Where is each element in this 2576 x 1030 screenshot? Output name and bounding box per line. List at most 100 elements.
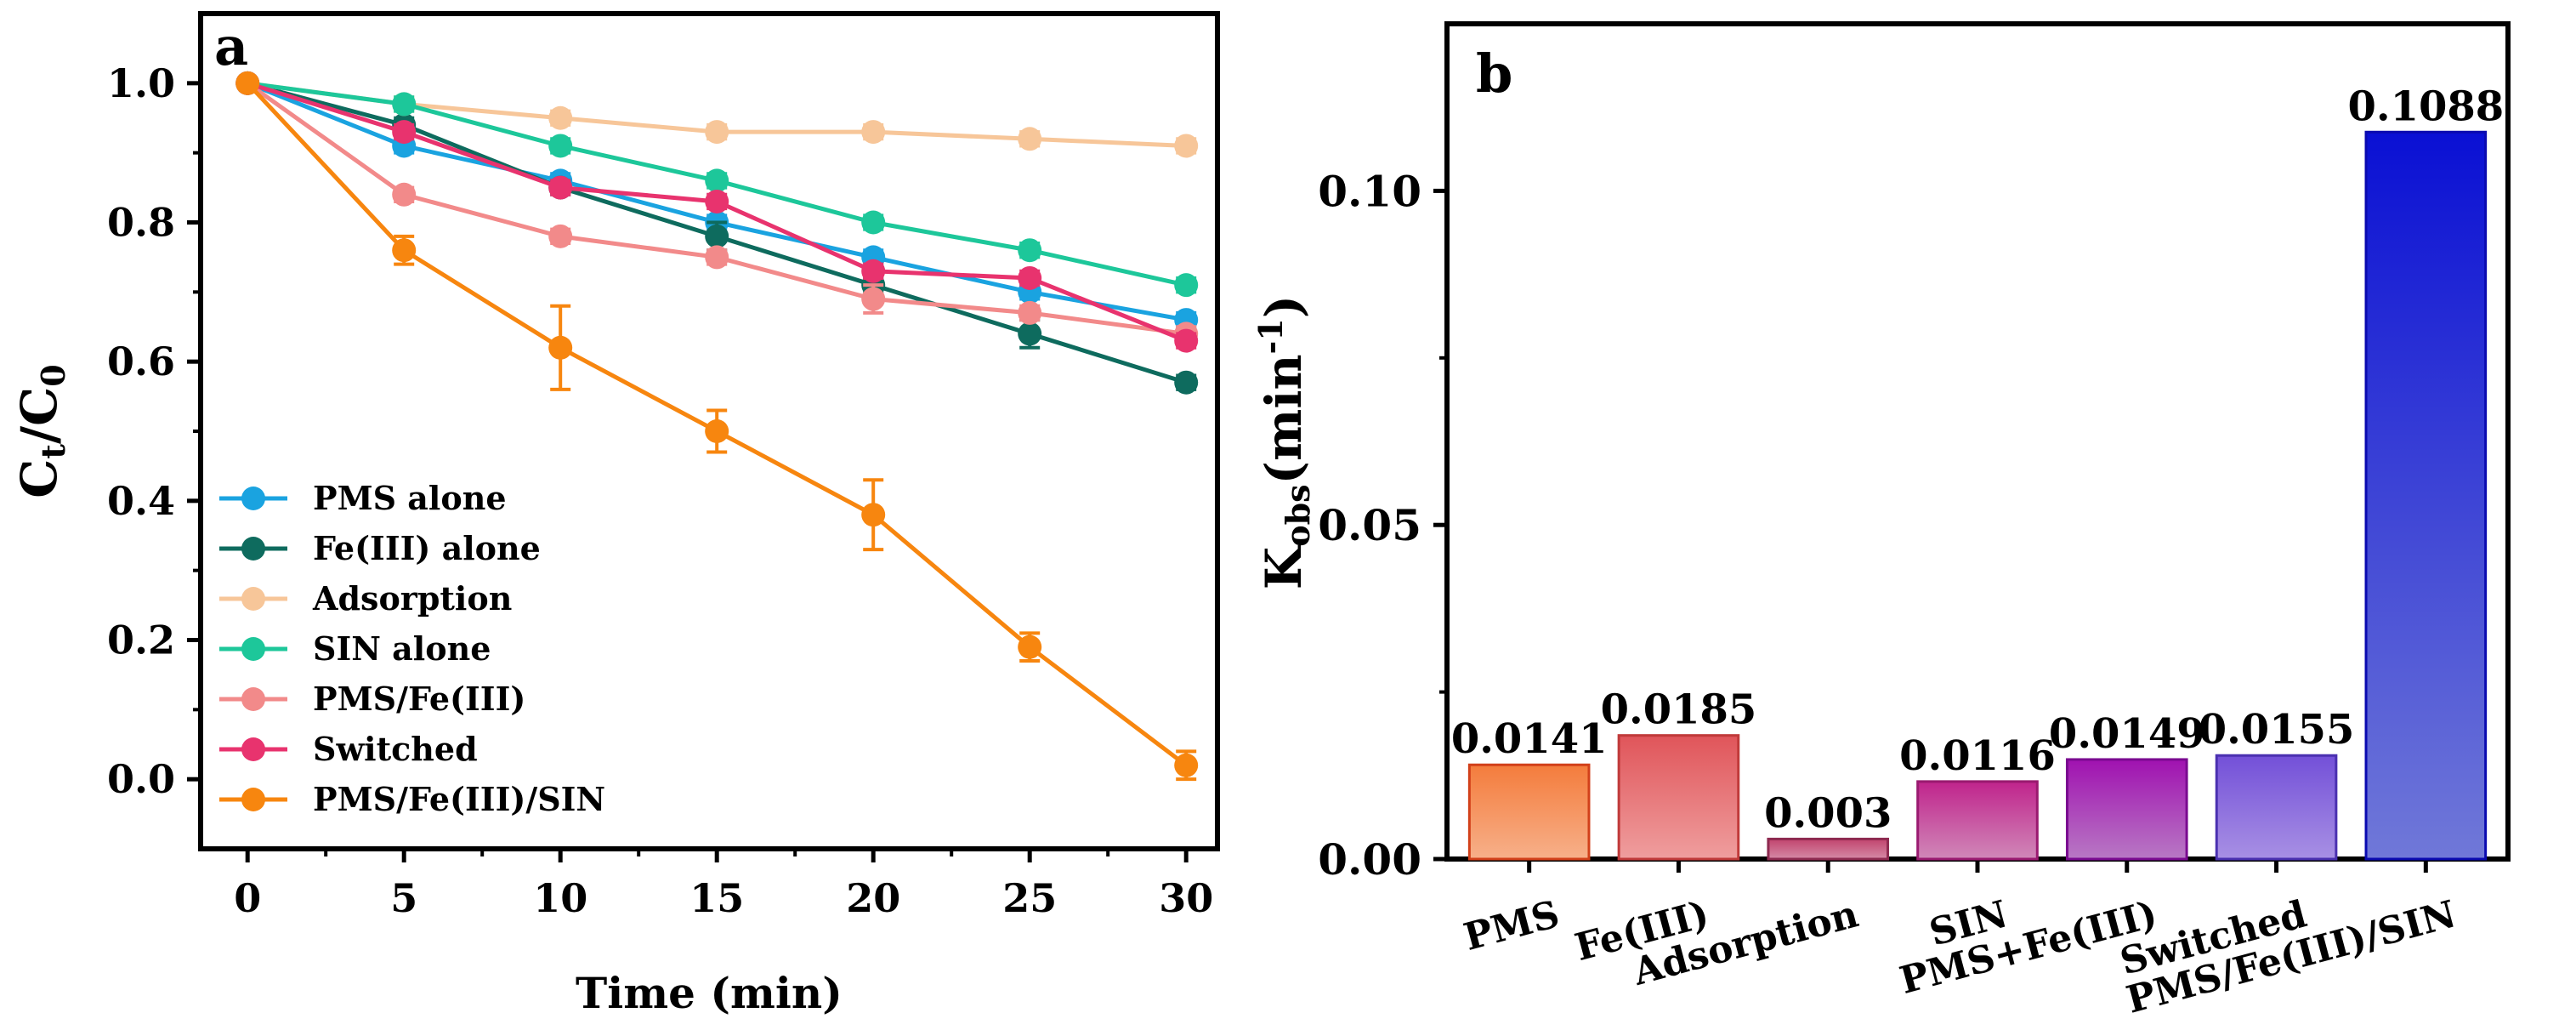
x-tick-label: 0 — [234, 875, 261, 921]
data-point — [548, 224, 573, 248]
panel-a-y-label-main: C — [10, 459, 68, 498]
legend-swatch-marker — [241, 788, 265, 811]
data-point — [1174, 753, 1199, 777]
panel-a-x-axis-label: Time (min) — [576, 968, 843, 1018]
data-point — [1018, 300, 1042, 325]
legend-swatch-marker — [241, 687, 265, 711]
data-point — [861, 120, 886, 145]
legend-swatch-marker — [241, 537, 265, 561]
legend-label: Adsorption — [312, 579, 512, 617]
panel-a-label: a — [214, 15, 248, 77]
data-point — [548, 335, 573, 360]
legend-entry-adsorption: Adsorption — [219, 579, 512, 617]
x-tick-label: 20 — [846, 875, 900, 921]
data-point — [705, 120, 729, 145]
legend-entry-pms-fe-iii-sin: PMS/Fe(III)/SIN — [219, 780, 605, 818]
panel-b-y-label-main: K — [1255, 544, 1313, 589]
data-point — [392, 182, 417, 207]
series-pms-fe-iii-sin — [235, 71, 1199, 782]
data-point — [1018, 635, 1042, 659]
y-tick-label: 0.6 — [107, 339, 175, 384]
legend-label: SIN alone — [313, 629, 491, 668]
data-point — [235, 71, 260, 95]
bar-fe-iii — [1617, 734, 1740, 861]
legend-entry-switched: Switched — [219, 730, 478, 768]
data-point — [1018, 322, 1042, 346]
data-point — [705, 189, 729, 213]
data-point — [861, 503, 886, 527]
x-tick-label: 30 — [1159, 875, 1213, 921]
y-tick-label: 0.10 — [1318, 166, 1421, 216]
data-label-pms: 0.0141 — [1451, 715, 1608, 763]
series-adsorption — [235, 71, 1199, 158]
bar-pms-fe-iii — [2065, 758, 2188, 861]
data-point — [1018, 265, 1042, 290]
y-tick-label: 0.2 — [107, 617, 175, 663]
legend-label: PMS/Fe(III)/SIN — [313, 780, 605, 818]
bar-pms — [1467, 763, 1591, 861]
data-point — [1174, 370, 1199, 395]
data-label-adsorption: 0.003 — [1764, 789, 1892, 837]
data-point — [392, 120, 417, 145]
data-point — [705, 168, 729, 193]
legend-entry-pms-fe-iii: PMS/Fe(III) — [219, 680, 525, 718]
data-point — [1018, 127, 1042, 151]
bar-adsorption — [1767, 837, 1890, 861]
y-tick-label: 0.00 — [1318, 834, 1421, 885]
x-tick-label: 10 — [533, 875, 587, 921]
panel-a-legend: PMS alone Fe(III) alone Adsorption SIN alon… — [219, 479, 605, 818]
legend-entry-sin-alone: SIN alone — [219, 629, 491, 668]
series-sin-alone — [235, 71, 1199, 298]
data-point — [861, 287, 886, 311]
data-point — [861, 210, 886, 235]
data-point — [705, 224, 729, 248]
data-point — [705, 245, 729, 270]
series-fe-iii-alone — [235, 71, 1199, 395]
legend-entry-pms-alone: PMS alone — [219, 479, 507, 517]
x-tick-label-pms: PMS — [1460, 892, 1564, 959]
y-tick-label: 0.4 — [107, 478, 175, 524]
y-tick-label: 0.05 — [1318, 500, 1421, 550]
y-tick-label: 0.0 — [107, 756, 175, 802]
panel-b-y-label-paren-open: (min — [1255, 354, 1313, 484]
panel-b-label: b — [1476, 43, 1512, 105]
bar-pms-fe-iii-sin — [2364, 130, 2488, 861]
panel-a-y-axis-label: Ct/C0 — [10, 364, 72, 498]
legend-swatch-marker — [241, 487, 265, 510]
x-tick-label: 15 — [689, 875, 744, 921]
legend-label: Fe(III) alone — [313, 529, 541, 567]
legend-label: Switched — [313, 730, 478, 768]
legend-swatch-marker — [241, 637, 265, 661]
panel-a-y-label-slash: /C — [10, 387, 68, 444]
legend-swatch-marker — [241, 587, 265, 611]
data-point — [861, 259, 886, 283]
panel-a-series — [235, 71, 1199, 782]
panel-b-y-label-sub: obs — [1279, 484, 1317, 546]
bar-switched — [2215, 754, 2338, 861]
data-point — [392, 92, 417, 117]
data-label-switched: 0.0155 — [2199, 706, 2355, 754]
x-tick-label: 5 — [390, 875, 417, 921]
data-label-fe-iii: 0.0185 — [1601, 686, 1757, 734]
data-point — [1174, 134, 1199, 158]
legend-label: PMS alone — [313, 479, 507, 517]
panel-a-y-label-sub2: 0 — [34, 364, 72, 386]
data-point — [705, 419, 729, 443]
legend-label: PMS/Fe(III) — [313, 680, 525, 718]
data-point — [548, 105, 573, 130]
panel-b-y-label-sup: -1 — [1251, 318, 1290, 354]
series-switched — [235, 71, 1199, 353]
x-tick-label: 25 — [1002, 875, 1057, 921]
data-label-pms-fe-iii: 0.0149 — [2049, 710, 2205, 758]
legend-swatch-marker — [241, 737, 265, 761]
legend-entry-fe-iii-alone: Fe(III) alone — [219, 529, 541, 567]
panel-b-y-axis-label: Kobs(min-1) — [1251, 295, 1317, 589]
data-label-sin: 0.0116 — [1899, 732, 2056, 780]
data-point — [548, 175, 573, 200]
y-tick-label: 0.8 — [107, 200, 175, 246]
panel-b-y-label-paren-close: ) — [1255, 295, 1313, 318]
